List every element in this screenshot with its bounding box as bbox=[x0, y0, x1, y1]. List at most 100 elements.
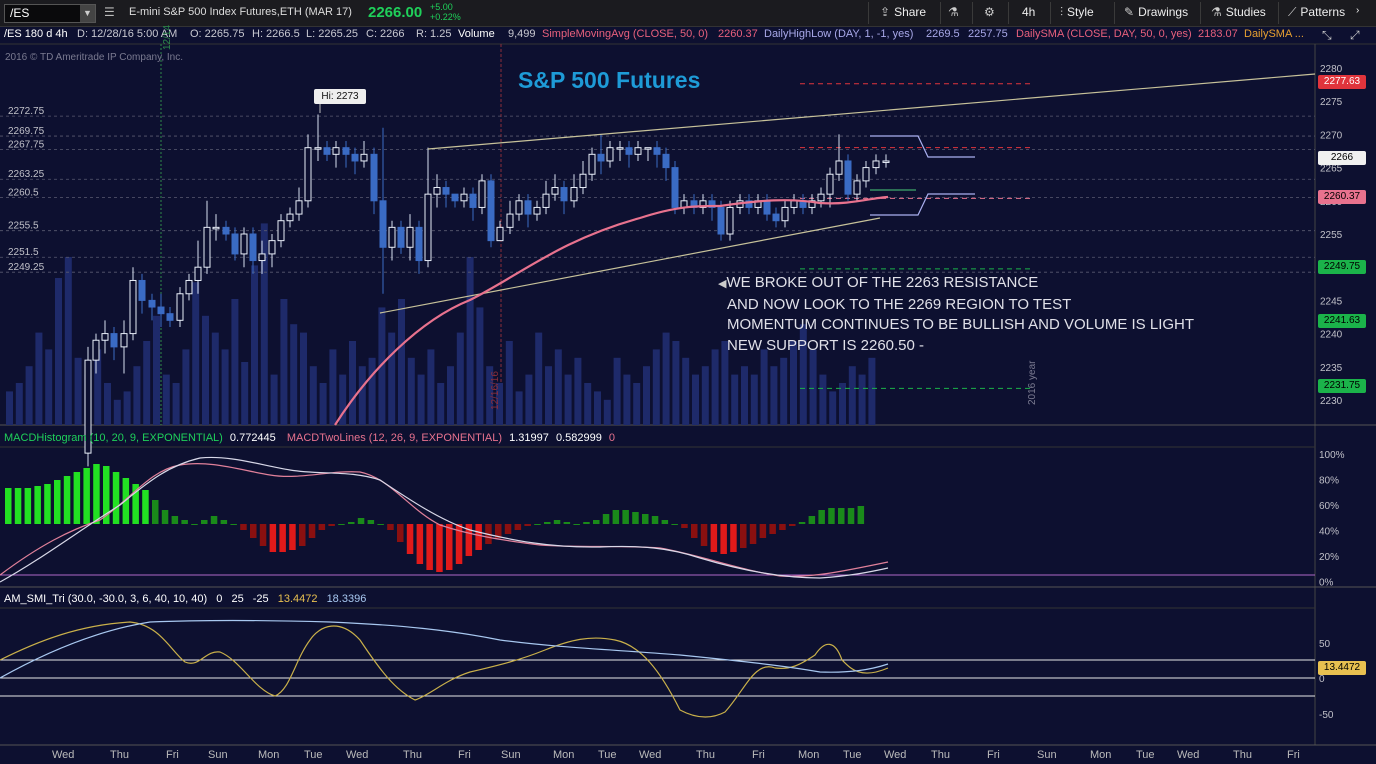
macd-hist-bar bbox=[857, 506, 865, 524]
macd-hist-bar bbox=[553, 520, 561, 524]
macd-axis: 100% 80% 60% 40% 20% 0% bbox=[1319, 450, 1345, 589]
macd-hist-bar bbox=[152, 500, 159, 524]
volume-bar bbox=[309, 366, 317, 425]
divider bbox=[940, 2, 941, 24]
macd-hist-bar bbox=[201, 520, 208, 524]
style-button[interactable]: ⫶ Style bbox=[1060, 5, 1094, 20]
trader-annotation[interactable]: ◀WE BROKE OUT OF THE 2263 RESISTANCE AND… bbox=[718, 273, 1194, 356]
candle-body bbox=[515, 200, 523, 215]
divider bbox=[1050, 2, 1051, 24]
macd-lines-label[interactable]: MACDTwoLines (12, 26, 9, EXPONENTIAL) bbox=[286, 432, 503, 444]
price-axis-label: 2255 bbox=[1320, 230, 1343, 241]
volume-bar bbox=[613, 357, 621, 425]
time-axis-label: Thu bbox=[403, 749, 422, 761]
volume-bar bbox=[790, 341, 797, 425]
candle-body bbox=[551, 187, 559, 195]
macd-hist-bar bbox=[112, 472, 120, 524]
time-axis-label: Wed bbox=[1177, 749, 1200, 761]
fullscreen-icon[interactable]: ⤡ bbox=[1322, 28, 1332, 42]
sma-label[interactable]: SimpleMovingAvg (CLOSE, 50, 0) bbox=[542, 28, 709, 40]
bar-date: D: 12/28/16 5:00 AM bbox=[77, 28, 178, 40]
macd-histogram bbox=[5, 464, 865, 572]
drawings-button[interactable]: ✎ Drawings bbox=[1124, 5, 1188, 19]
sma-line[interactable] bbox=[334, 195, 889, 426]
more-chevron-icon[interactable]: › bbox=[1356, 5, 1360, 16]
bar-low: L: 2265.25 bbox=[306, 28, 358, 40]
volume-bar bbox=[162, 374, 170, 425]
volume-bar bbox=[525, 374, 533, 425]
volume-bar bbox=[35, 332, 43, 425]
candle-body bbox=[194, 266, 202, 281]
macd-hist-bar bbox=[397, 524, 404, 542]
volume-bar bbox=[603, 399, 611, 425]
price-badge-2249: 2249.75 bbox=[1318, 260, 1366, 274]
candle-body bbox=[451, 193, 459, 202]
candle-body bbox=[84, 359, 92, 454]
macd-hist-bar bbox=[465, 524, 473, 556]
timeframe-label: 4h bbox=[1022, 5, 1036, 19]
candle-body bbox=[332, 147, 340, 155]
time-axis-label: Wed bbox=[52, 749, 75, 761]
volume-bars bbox=[6, 223, 876, 425]
candle-body bbox=[726, 206, 734, 235]
price-levels bbox=[0, 83, 1315, 389]
volume-bar bbox=[868, 357, 876, 425]
timeframe-button[interactable]: 4h bbox=[1022, 5, 1035, 19]
dhl-label[interactable]: DailyHighLow (DAY, 1, -1, yes) bbox=[764, 28, 914, 40]
candle-body bbox=[717, 206, 725, 235]
patterns-button[interactable]: ⟋ Patterns bbox=[1288, 5, 1345, 20]
volume-bar bbox=[437, 383, 445, 425]
volume-bar bbox=[329, 349, 337, 425]
volume-bar bbox=[6, 391, 13, 425]
candle-body bbox=[653, 147, 661, 155]
copyright-text: 2016 © TD Ameritrade IP Company, Inc. bbox=[5, 52, 184, 63]
lower-trendline[interactable] bbox=[379, 217, 881, 314]
macd-hist-bar bbox=[563, 522, 571, 524]
candle-body bbox=[469, 193, 477, 208]
smi-axis: 50 0 -50 bbox=[1319, 639, 1334, 721]
price-badge-last: 2266 bbox=[1318, 151, 1366, 165]
macd-hist-label[interactable]: MACDHistogram (10, 20, 9, EXPONENTIAL) bbox=[4, 432, 223, 444]
volume-bar bbox=[45, 349, 53, 425]
candle-body bbox=[542, 193, 550, 208]
smi-label[interactable]: AM_SMI_Tri (30.0, -30.0, 3, 6, 40, 10, 4… bbox=[4, 593, 208, 605]
macd-hist-bar bbox=[602, 514, 610, 524]
dsma2-label[interactable]: DailySMA ... bbox=[1244, 28, 1304, 40]
macd-hist-bar bbox=[240, 524, 247, 530]
price-badge-2277: 2277.63 bbox=[1318, 75, 1366, 89]
menu-icon[interactable]: ☰ bbox=[104, 5, 115, 19]
volume-bar bbox=[300, 332, 307, 425]
expand-icon[interactable]: ⤢ bbox=[1350, 28, 1360, 42]
level-label: 2272.75 bbox=[8, 106, 45, 117]
annotation-line: MOMENTUM CONTINUES TO BE BULLISH AND VOL… bbox=[727, 316, 1195, 333]
share-button[interactable]: ⇪ Share bbox=[880, 5, 926, 19]
symbol-selector[interactable]: /ES ▼ bbox=[4, 4, 96, 23]
time-axis-label: Sun bbox=[501, 749, 521, 761]
volume-bar bbox=[290, 324, 298, 425]
chevron-down-icon[interactable]: ▼ bbox=[80, 5, 95, 22]
macd-hist-bar bbox=[83, 468, 90, 524]
studies-button[interactable]: ⚗ Studies bbox=[1211, 5, 1266, 19]
volume-bar bbox=[574, 357, 582, 425]
candle-body bbox=[370, 153, 378, 202]
macd-hist-bar bbox=[642, 514, 649, 524]
macd-hist-bar bbox=[14, 488, 22, 524]
candle-body bbox=[249, 233, 257, 262]
dsma-label[interactable]: DailySMA (CLOSE, DAY, 50, 0, yes) bbox=[1016, 28, 1192, 40]
macd-hist-bar bbox=[387, 524, 394, 530]
volume-bar bbox=[378, 307, 386, 425]
flask-button[interactable]: ⚗ bbox=[948, 5, 963, 19]
upper-trendline[interactable] bbox=[427, 73, 1316, 150]
time-axis-label: Mon bbox=[258, 749, 280, 761]
candle-body bbox=[826, 173, 834, 195]
session-label-green: 12/14 bbox=[162, 24, 173, 50]
volume-bar bbox=[94, 349, 102, 425]
volume-bar bbox=[398, 299, 405, 425]
settings-button[interactable]: ⚙ bbox=[984, 5, 999, 19]
candle-body bbox=[323, 147, 331, 155]
candle-body bbox=[790, 200, 798, 208]
macd-hist-bar bbox=[171, 516, 179, 524]
macd-hist-bar bbox=[818, 510, 825, 524]
volume-label[interactable]: Volume bbox=[458, 28, 495, 40]
level-label: 2269.75 bbox=[8, 126, 45, 137]
